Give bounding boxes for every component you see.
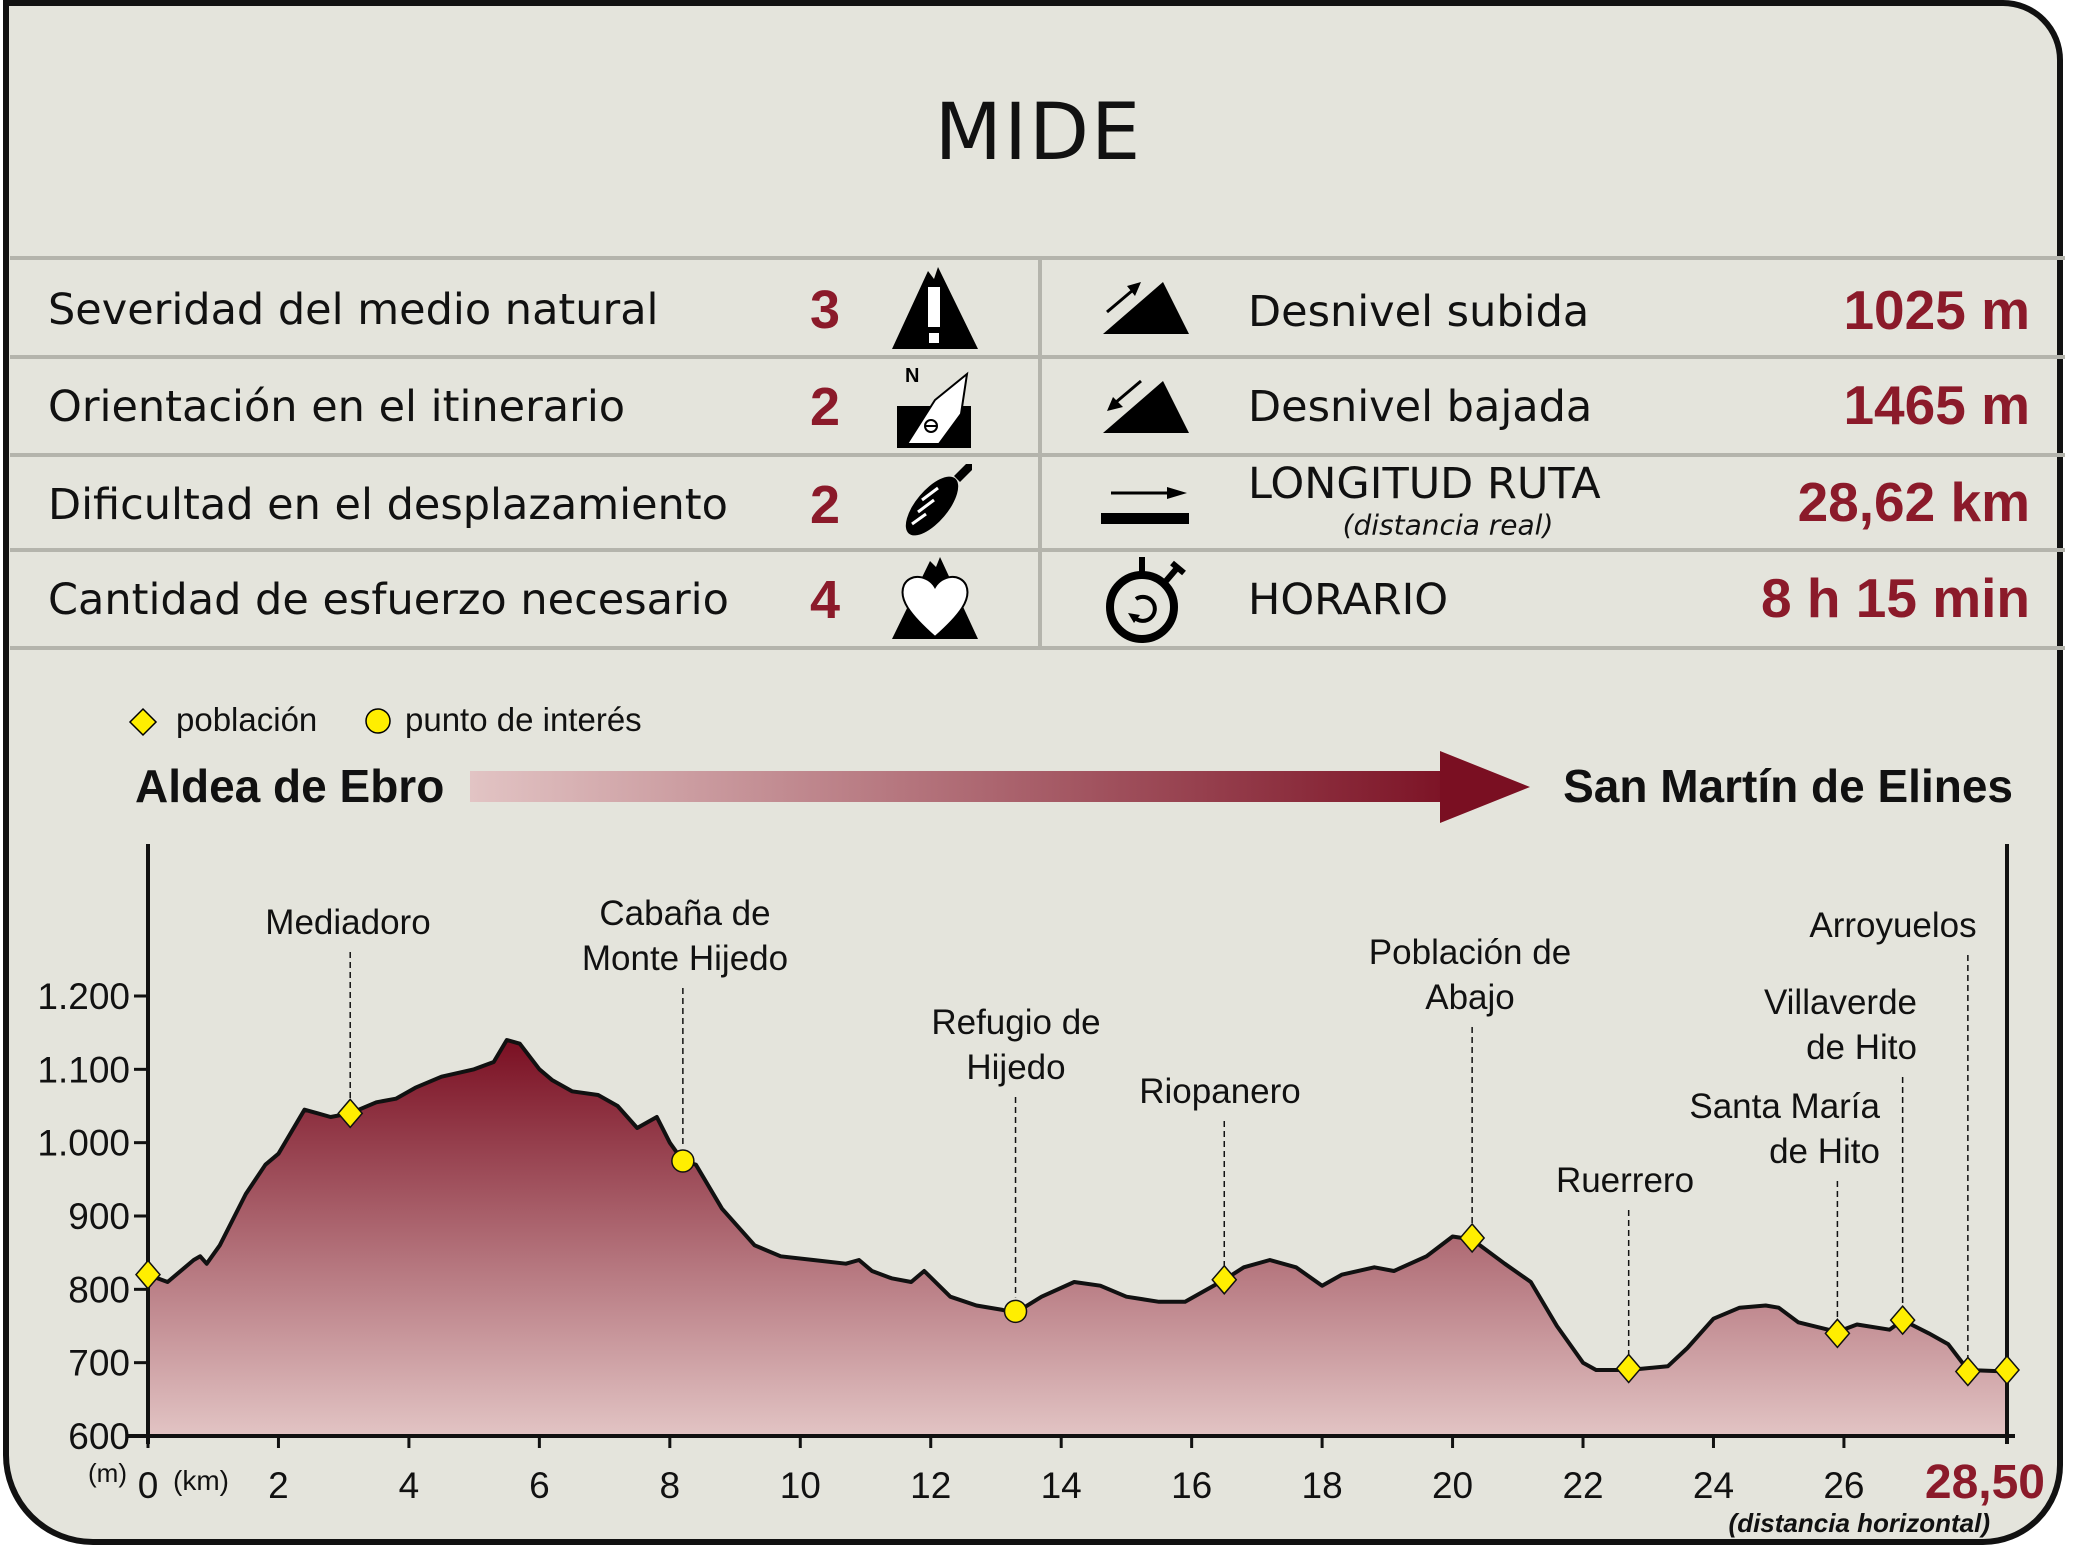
town-marker <box>1615 1353 1642 1384</box>
town-marker <box>1459 1222 1486 1254</box>
compass-north-icon: N <box>897 365 971 448</box>
stat-label-length: LONGITUD RUTA <box>1248 459 1601 509</box>
distance-icon <box>1101 487 1189 524</box>
x-tick-label: 10 <box>780 1465 821 1506</box>
town-marker <box>135 1259 161 1290</box>
stat-label-time: HORARIO <box>1248 575 1449 625</box>
x-tick-label: 24 <box>1693 1465 1734 1506</box>
route-start: Aldea de Ebro <box>135 760 445 812</box>
mide-value-severity: 3 <box>809 280 841 340</box>
point-label: Cabaña de <box>599 894 770 933</box>
x-tick-label: 22 <box>1562 1465 1603 1506</box>
point-label: Riopanero <box>1139 1072 1301 1111</box>
x-axis-unit: (km) <box>173 1465 229 1496</box>
mide-value-orientation: 2 <box>809 377 841 437</box>
x-tick-label: 26 <box>1823 1465 1864 1506</box>
point-label: Abajo <box>1425 978 1515 1017</box>
point-label: Población de <box>1369 933 1571 972</box>
x-tick-label: 20 <box>1432 1465 1473 1506</box>
divider <box>10 256 2065 260</box>
mide-label-severity: Severidad del medio natural <box>48 285 659 335</box>
stopwatch-icon <box>1106 557 1186 643</box>
stat-value-length: 28,62 km <box>1797 471 2030 533</box>
stat-sublabel-length: (distancia real) <box>1342 508 1554 542</box>
point-label: de Hito <box>1769 1132 1880 1171</box>
ascent-icon <box>1103 282 1189 334</box>
town-marker <box>337 1098 364 1129</box>
divider <box>10 548 2065 552</box>
x-tick-label: 16 <box>1171 1465 1212 1506</box>
poi-marker <box>1003 1299 1028 1324</box>
point-label: Santa María <box>1689 1087 1880 1126</box>
legend-poi: punto de interés <box>405 701 642 738</box>
y-tick-label: 1.000 <box>37 1123 130 1164</box>
stat-label-descent: Desnivel bajada <box>1248 382 1593 432</box>
elevation-line <box>147 1038 2008 1374</box>
town-marker <box>1889 1304 1916 1336</box>
x-tick-label: 8 <box>660 1465 681 1506</box>
y-tick-label: 1.100 <box>37 1049 130 1090</box>
divider <box>10 453 2065 457</box>
x-tick-label: 4 <box>399 1465 420 1506</box>
end-distance-label: 28,50 <box>1925 1456 2045 1509</box>
town-marker-icon <box>128 707 158 737</box>
point-label: Hijedo <box>966 1048 1065 1087</box>
mide-value-effort: 4 <box>809 570 841 630</box>
descent-icon <box>1103 379 1189 433</box>
divider <box>10 355 2065 359</box>
y-tick-label: 1.200 <box>37 976 130 1017</box>
stat-value-time: 8 h 15 min <box>1761 567 2030 629</box>
warning-mountain-icon <box>892 267 978 349</box>
x-tick-label: 6 <box>529 1465 550 1506</box>
mide-value-difficulty: 2 <box>809 475 841 535</box>
mide-label-difficulty: Dificultad en el desplazamiento <box>48 480 728 530</box>
y-tick-label: 900 <box>68 1196 130 1237</box>
heart-mountain-icon <box>892 557 978 639</box>
point-label: Ruerrero <box>1556 1161 1694 1200</box>
point-label: de Hito <box>1806 1028 1917 1067</box>
y-tick-label: 700 <box>68 1343 130 1384</box>
page-title: MIDE <box>934 88 1143 178</box>
x-tick-label: 18 <box>1302 1465 1343 1506</box>
point-label: Arroyuelos <box>1809 906 1976 945</box>
poi-marker <box>671 1149 695 1173</box>
town-marker <box>1211 1264 1238 1295</box>
y-axis-unit: (m) <box>88 1458 127 1488</box>
mide-label-effort: Cantidad de esfuerzo necesario <box>48 575 729 625</box>
divider <box>10 646 2065 650</box>
stat-value-ascent: 1025 m <box>1843 279 2030 341</box>
footprint-icon <box>905 464 972 536</box>
route-direction-arrow-icon <box>470 751 1530 823</box>
town-marker <box>1954 1356 1981 1387</box>
legend-town: población <box>176 701 318 738</box>
town-marker <box>1994 1354 2020 1386</box>
y-tick-label: 800 <box>68 1269 130 1310</box>
x-tick-label: 14 <box>1041 1465 1082 1506</box>
elevation-area <box>148 1040 2007 1436</box>
point-label: Refugio de <box>931 1003 1100 1042</box>
point-label: Villaverde <box>1764 983 1917 1022</box>
stat-label-ascent: Desnivel subida <box>1248 287 1590 337</box>
stat-value-descent: 1465 m <box>1843 374 2030 436</box>
end-distance-note: (distancia horizontal) <box>1729 1508 1990 1538</box>
y-tick-label: 600 <box>68 1416 130 1457</box>
x-tick-label: 12 <box>910 1465 951 1506</box>
town-marker <box>1824 1318 1851 1349</box>
x-tick-label: 0 <box>138 1465 159 1506</box>
x-tick-label: 2 <box>268 1465 289 1506</box>
route-end: San Martín de Elines <box>1563 760 2013 812</box>
svg-text:N: N <box>905 365 919 387</box>
mide-label-orientation: Orientación en el itinerario <box>48 382 626 432</box>
point-label: Mediadoro <box>265 903 430 942</box>
divider <box>1038 258 1042 650</box>
point-label: Monte Hijedo <box>582 939 788 978</box>
poi-marker-icon <box>365 708 391 734</box>
